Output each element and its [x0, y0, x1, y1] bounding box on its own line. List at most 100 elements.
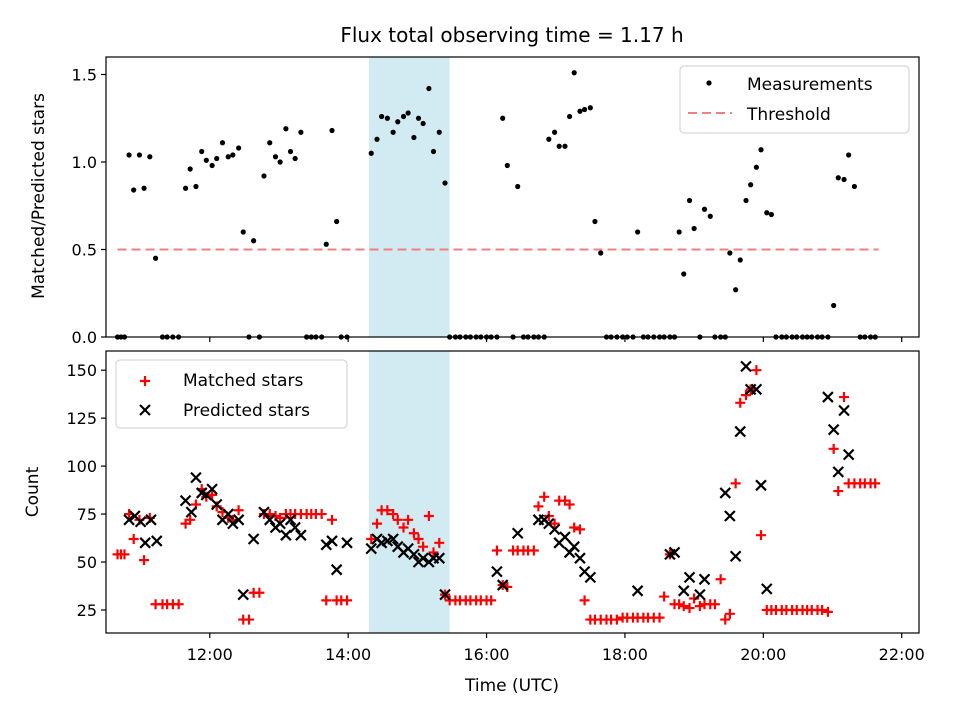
- data-point: [748, 182, 754, 188]
- data-point: [753, 164, 760, 170]
- data-point-x: [210, 498, 223, 511]
- data-point: [571, 70, 577, 76]
- data-point: [152, 255, 159, 261]
- data-point-x: [320, 538, 333, 551]
- data-point: [415, 115, 422, 121]
- x-tick-label: 12:00: [187, 645, 233, 664]
- data-point-x: [842, 448, 855, 461]
- data-point: [758, 147, 764, 153]
- data-point-x: [750, 383, 763, 396]
- data-point: [400, 113, 407, 120]
- data-point: [193, 183, 199, 190]
- data-point: [374, 136, 380, 142]
- data-point: [551, 129, 558, 135]
- y-tick-label: 75: [77, 505, 97, 524]
- data-point: [292, 155, 298, 162]
- data-point: [691, 225, 697, 232]
- data-point-x: [683, 571, 696, 584]
- data-point-plus: [366, 534, 377, 544]
- data-point: [283, 126, 289, 132]
- bottom-y-axis-label: Count: [23, 466, 43, 517]
- data-point-x: [584, 571, 597, 584]
- data-point-plus: [654, 612, 665, 623]
- legend-marker-predicted: [139, 404, 151, 416]
- data-point: [436, 129, 442, 135]
- data-point-plus: [720, 614, 731, 625]
- data-point-plus: [139, 555, 150, 566]
- data-point: [147, 154, 153, 160]
- data-point-plus: [128, 534, 139, 544]
- data-point-x: [832, 466, 845, 478]
- data-point: [846, 152, 852, 158]
- data-point: [442, 180, 448, 186]
- data-point: [566, 113, 573, 120]
- data-point-x: [237, 588, 250, 601]
- data-point: [219, 140, 226, 146]
- data-point-plus: [659, 591, 670, 602]
- data-point: [515, 183, 521, 190]
- data-point-plus: [491, 545, 502, 556]
- data-point: [323, 241, 329, 247]
- data-point-x: [280, 529, 292, 541]
- data-point-plus: [316, 509, 327, 520]
- legend: Matched stars Predicted stars: [115, 359, 348, 429]
- data-point: [411, 134, 417, 141]
- data-point-x: [740, 360, 752, 373]
- data-point-plus: [173, 599, 184, 610]
- data-point-plus: [398, 522, 409, 533]
- data-point-plus: [533, 501, 544, 512]
- data-point-x: [258, 506, 270, 518]
- data-point-x: [206, 483, 218, 495]
- y-tick-label: 1.5: [72, 66, 97, 85]
- data-point-x: [365, 542, 378, 555]
- x-axis-label: Time (UTC): [464, 676, 559, 696]
- data-point-plus: [611, 614, 622, 625]
- data-point-x: [222, 508, 235, 520]
- data-point-plus: [423, 510, 434, 521]
- data-point-plus: [254, 587, 265, 598]
- legend-label-measurements: Measurements: [747, 75, 873, 95]
- data-point: [587, 105, 593, 111]
- data-point: [236, 145, 242, 151]
- data-point-plus: [418, 541, 429, 552]
- legend-box: [115, 359, 348, 429]
- data-point-x: [274, 517, 286, 530]
- data-point: [368, 150, 374, 156]
- data-point-x: [559, 531, 571, 543]
- data-point-plus: [817, 604, 828, 615]
- data-point-x: [134, 515, 147, 528]
- data-point-plus: [684, 603, 695, 614]
- x-tick-label: 18:00: [602, 645, 648, 664]
- data-point-plus: [434, 537, 445, 548]
- data-point: [379, 113, 385, 120]
- y-tick-label: 150: [66, 361, 97, 380]
- data-point: [764, 210, 770, 216]
- data-point: [420, 120, 426, 127]
- data-point: [733, 287, 739, 293]
- legend-box: [679, 65, 910, 134]
- data-point-plus: [715, 574, 726, 585]
- data-point-plus: [321, 595, 332, 606]
- data-point-plus: [486, 595, 497, 606]
- data-point: [209, 162, 215, 169]
- series-predicted-stars: [123, 360, 855, 601]
- y-tick-label: 0.0: [72, 328, 97, 347]
- data-point-x: [694, 588, 706, 601]
- data-point: [592, 218, 598, 225]
- legend-marker-measurements: [706, 80, 712, 86]
- data-point: [681, 271, 687, 277]
- data-point: [556, 143, 562, 149]
- data-point-plus: [413, 534, 424, 544]
- legend-label-threshold: Threshold: [746, 105, 831, 125]
- data-point-plus: [735, 397, 746, 408]
- data-point: [287, 148, 294, 155]
- data-point-plus: [392, 514, 403, 525]
- data-point-x: [734, 425, 747, 438]
- data-point: [187, 166, 193, 172]
- y-tick-label: 25: [77, 601, 97, 620]
- data-point-x: [150, 535, 163, 547]
- data-point-plus: [382, 505, 393, 516]
- data-point-x: [263, 514, 276, 526]
- data-point-plus: [243, 614, 254, 625]
- data-point-plus: [694, 601, 705, 612]
